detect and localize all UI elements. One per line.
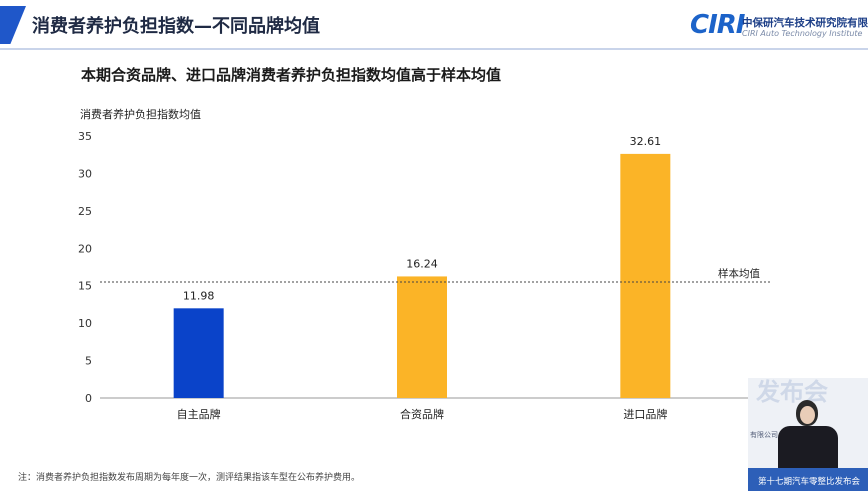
logo-mark: CIRI [690,10,745,40]
y-tick-label: 0 [85,392,92,405]
y-axis-ticks: 0 5 10 15 20 25 30 35 [78,130,92,405]
slide-title: 消费者养护负担指数—不同品牌均值 [32,16,320,37]
x-tick-label: 进口品牌 [623,407,667,421]
x-tick-label: 合资品牌 [400,407,444,421]
y-axis-label: 消费者养护负担指数均值 [80,107,201,121]
logo-company-en: CIRI Auto Technology Institute [742,29,863,38]
logo-company-cn: 中保研汽车技术研究院有限公司 [742,17,868,29]
bar [620,153,671,398]
bar [173,308,224,398]
chart-title: 本期合资品牌、进口品牌消费者养护负担指数均值高于样本均值 [81,66,502,84]
video-background-text: 有限公司 [750,431,778,439]
footnote: 注：消费者养护负担指数发布周期为每年度一次，测评结果指该车型在公布养护费用。 [18,473,361,483]
presenter-face [800,406,815,424]
y-tick-label: 5 [85,355,92,368]
y-tick-label: 30 [78,167,92,180]
video-caption: 第十七期汽车零整比发布会 [758,477,861,487]
bar-value-label: 32.61 [630,135,662,148]
y-tick-label: 35 [78,130,92,143]
y-tick-label: 20 [78,242,92,255]
y-tick-label: 15 [78,280,92,293]
header-divider [0,48,868,50]
video-desk [748,468,868,491]
header-bar: 消费者养护负担指数—不同品牌均值 CIRI 中保研汽车技术研究院有限公司 CIR… [0,0,868,50]
y-tick-label: 10 [78,317,92,330]
bar-value-label: 16.24 [406,257,438,270]
y-tick-label: 25 [78,205,92,218]
sample-mean-line: 样本均值 [100,267,770,283]
bar [397,276,447,398]
reference-line-label: 样本均值 [718,267,760,280]
bar-value-label: 11.98 [183,289,215,302]
bars-group: 11.98 16.24 32.61 [173,135,671,398]
x-axis-labels: 自主品牌 合资品牌 进口品牌 [177,407,668,421]
ciri-logo: CIRI 中保研汽车技术研究院有限公司 CIRI Auto Technology… [690,10,868,42]
presenter-video: 发布会 有限公司 第十七期汽车零整比发布会 [748,378,868,491]
video-banner: 发布会 [756,378,828,406]
x-tick-label: 自主品牌 [177,407,221,421]
